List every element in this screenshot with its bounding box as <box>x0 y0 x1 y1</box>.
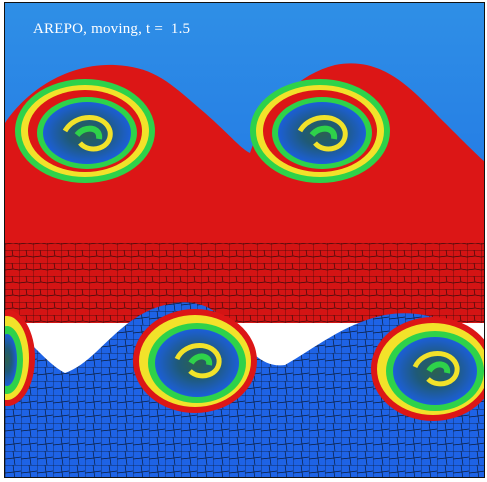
lower-right-vortex <box>371 317 484 421</box>
lower-left-edge-vortex <box>5 310 35 406</box>
upper-left-vortex <box>15 79 155 183</box>
upper-right-vortex <box>250 79 390 183</box>
kelvin-helmholtz-simulation-image <box>5 3 484 477</box>
red-mesh-band <box>5 243 484 323</box>
simulation-caption: AREPO, moving, t = 1.5 <box>33 21 191 37</box>
lower-center-vortex <box>133 309 257 413</box>
simulation-frame: AREPO, moving, t = 1.5 <box>4 2 485 478</box>
